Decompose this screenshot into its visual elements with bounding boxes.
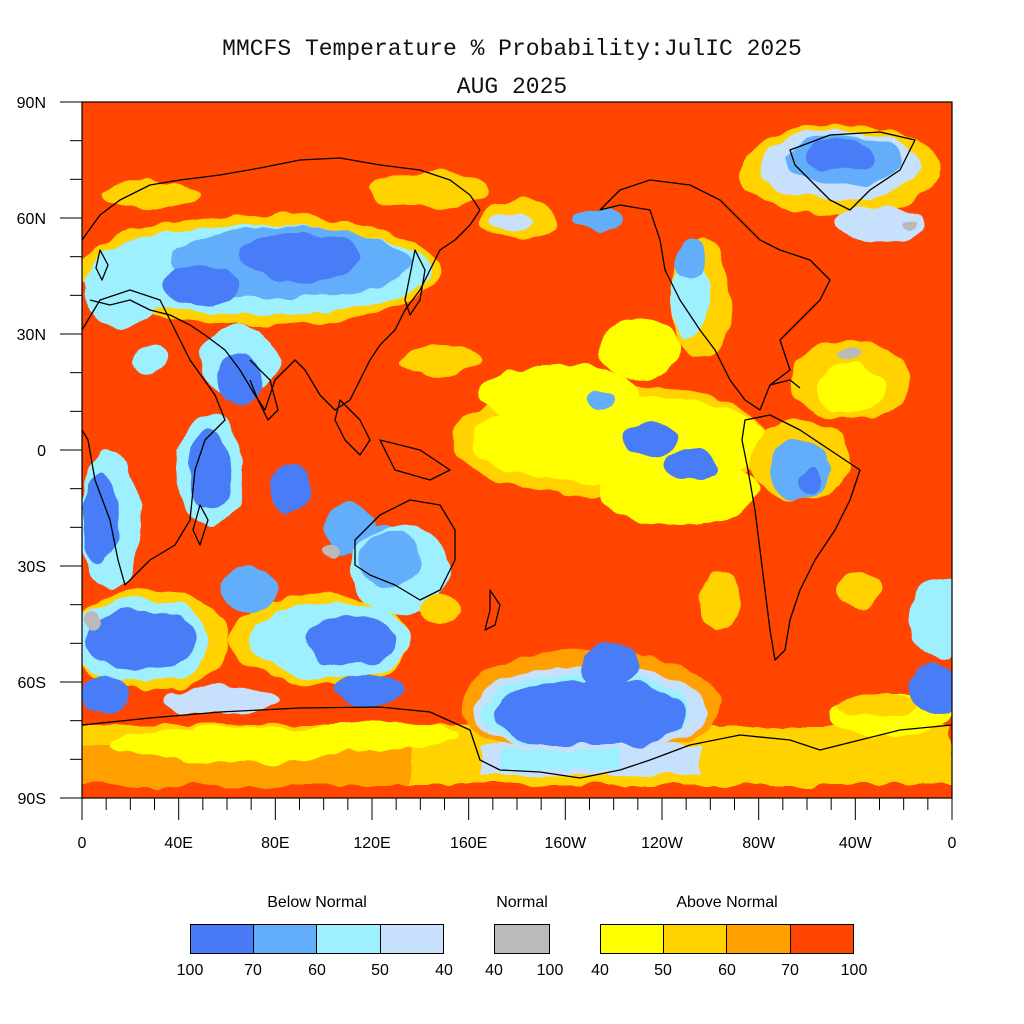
y-tick-label: 90S	[18, 791, 46, 808]
legend-normal-tick: 40	[485, 962, 503, 979]
x-tick-label: 0	[948, 835, 957, 852]
x-tick-label: 120W	[641, 835, 684, 852]
x-tick-label: 160E	[450, 835, 487, 852]
legend-swatch-normal	[494, 924, 550, 954]
legend-above-tick: 40	[591, 962, 609, 979]
legend-below-tick: 50	[371, 962, 389, 979]
y-tick-label: 60N	[17, 211, 46, 228]
legend-above-tick: 50	[654, 962, 672, 979]
legend-swatch-below-60-50	[316, 924, 381, 954]
legend-above-tick: 60	[718, 962, 736, 979]
legend-swatch-below-100-70	[190, 924, 254, 954]
y-axis-labels: 90N 60N 30N 0 30S 60S 90S	[17, 95, 46, 808]
legend-above-tick: 70	[781, 962, 799, 979]
legend-normal-label: Normal	[496, 894, 548, 911]
x-tick-label: 40E	[164, 835, 192, 852]
legend-below-tick: 60	[308, 962, 326, 979]
y-tick-label: 0	[37, 443, 46, 460]
x-tick-label: 120E	[353, 835, 390, 852]
legend-below-tick: 100	[176, 962, 204, 979]
x-tick-label: 80W	[742, 835, 776, 852]
x-tick-label: 0	[78, 835, 87, 852]
y-tick-label: 30S	[18, 559, 46, 576]
legend-above-tick: 100	[840, 962, 868, 979]
axis-ticks	[60, 101, 953, 820]
map-title: MMCFS Temperature % Probability:JulIC 20…	[222, 36, 802, 62]
legend-below-tick: 40	[435, 962, 453, 979]
legend-above-label: Above Normal	[676, 894, 778, 911]
x-axis-labels: 0 40E 80E 120E 160E 160W 120W 80W 40W 0	[78, 835, 957, 852]
y-tick-label: 60S	[18, 675, 46, 692]
legend-below-tick: 70	[244, 962, 262, 979]
x-tick-label: 160W	[544, 835, 587, 852]
x-tick-label: 40W	[839, 835, 873, 852]
probability-fields	[82, 125, 952, 798]
legend-swatch-above-50-60	[663, 924, 727, 954]
coastlines	[81, 131, 953, 779]
legend-swatch-below-70-60	[253, 924, 317, 954]
legend-swatch-above-60-70	[726, 924, 791, 954]
y-tick-label: 30N	[17, 327, 46, 344]
legend-swatch-above-70-100	[790, 924, 854, 954]
legend-swatch-above-40-50	[600, 924, 664, 954]
y-tick-label: 90N	[17, 95, 46, 112]
map-subtitle: AUG 2025	[456, 74, 568, 100]
x-tick-label: 80E	[261, 835, 289, 852]
legend-swatch-below-50-40	[380, 924, 444, 954]
legend-below-label: Below Normal	[267, 894, 367, 911]
legend-normal-tick: 100	[536, 962, 564, 979]
